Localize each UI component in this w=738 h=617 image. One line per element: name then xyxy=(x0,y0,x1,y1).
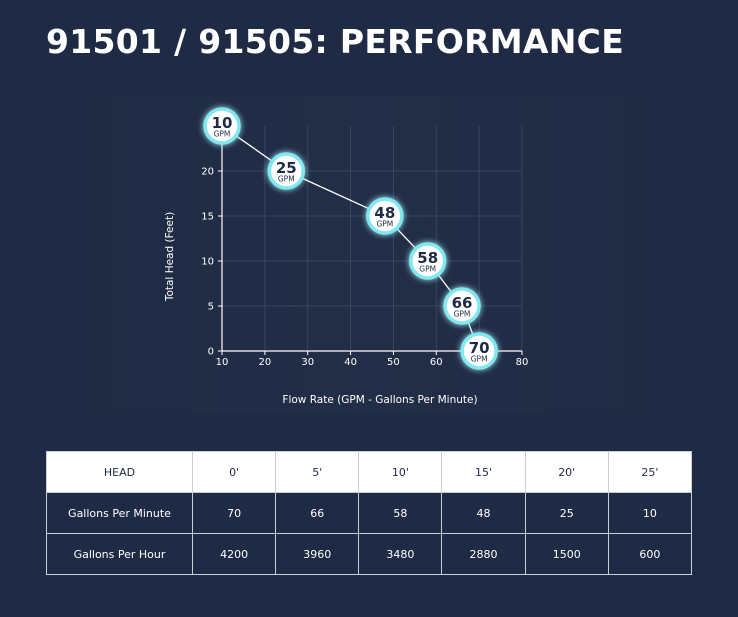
x-tick-label: 10 xyxy=(216,357,229,368)
table-cell: 3960 xyxy=(275,533,360,575)
table-row: Gallons Per Hour 4200 3960 3480 2880 150… xyxy=(46,533,693,575)
data-point-value: 70 xyxy=(469,339,490,357)
page-title: 91501 / 91505: PERFORMANCE xyxy=(46,22,625,61)
table-cell: 10 xyxy=(607,492,693,534)
table-cell: 1500 xyxy=(524,533,609,575)
y-tick-label: 10 xyxy=(201,257,214,268)
x-tick-label: 30 xyxy=(301,357,314,368)
table-row: Gallons Per Minute 70 66 58 48 25 10 xyxy=(46,492,693,534)
data-point-unit: GPM xyxy=(454,310,471,319)
table-cell: 58 xyxy=(358,492,443,534)
table-cell: 70 xyxy=(191,492,277,534)
x-tick-label: 80 xyxy=(516,357,529,368)
data-point-bubble xyxy=(408,242,447,280)
table-cell: 600 xyxy=(607,533,693,575)
header-cell: 5' xyxy=(275,451,360,493)
y-tick-label: 5 xyxy=(208,302,214,313)
data-point-unit: GPM xyxy=(471,355,488,364)
data-point-unit: GPM xyxy=(376,220,393,229)
row-label: Gallons Per Hour xyxy=(46,533,193,575)
x-tick-label: 40 xyxy=(344,357,357,368)
y-tick-label: 0 xyxy=(208,347,214,358)
x-tick-label: 60 xyxy=(430,357,443,368)
header-cell-head: HEAD xyxy=(46,451,193,493)
performance-table: HEAD 0' 5' 10' 15' 20' 25' Gallons Per M… xyxy=(46,451,693,575)
x-axis-label: Flow Rate (GPM - Gallons Per Minute) xyxy=(282,394,477,406)
data-point-value: 25 xyxy=(276,159,297,177)
table-cell: 4200 xyxy=(191,533,277,575)
axes xyxy=(218,116,523,355)
data-point-value: 10 xyxy=(212,114,233,132)
data-point-unit: GPM xyxy=(214,130,231,139)
x-tick-label: 20 xyxy=(258,357,271,368)
data-point-bubble xyxy=(460,332,498,370)
data-point-bubble xyxy=(443,287,481,325)
table-cell: 48 xyxy=(441,492,526,534)
header-cell: 20' xyxy=(524,451,609,493)
data-point-bubble xyxy=(267,152,306,190)
data-point-unit: GPM xyxy=(419,265,436,274)
row-label: Gallons Per Minute xyxy=(46,492,193,534)
table-cell: 2880 xyxy=(441,533,526,575)
performance-chart: 051015201020304050607080 10GPM25GPM48GPM… xyxy=(46,96,692,412)
header-cell: 0' xyxy=(191,451,277,493)
y-axis-label: Total Head (Feet) xyxy=(164,212,176,302)
data-point-bubble xyxy=(366,197,404,235)
y-tick-label: 20 xyxy=(201,167,214,178)
table-header-row: HEAD 0' 5' 10' 15' 20' 25' xyxy=(46,451,693,493)
data-point-bubble xyxy=(203,107,241,145)
data-point-value: 58 xyxy=(417,249,438,267)
table-cell: 66 xyxy=(275,492,360,534)
header-cell: 15' xyxy=(441,451,526,493)
data-point-unit: GPM xyxy=(278,175,295,184)
chart-svg: 051015201020304050607080 10GPM25GPM48GPM… xyxy=(164,107,528,406)
tick-labels: 0 5 10 15 20 10 20 30 40 50 60 70 80 xyxy=(201,167,528,369)
data-point-value: 66 xyxy=(452,294,473,312)
header-cell: 10' xyxy=(358,451,443,493)
x-tick-label: 50 xyxy=(387,357,400,368)
header-cell: 25' xyxy=(607,451,693,493)
y-tick-label: 15 xyxy=(201,212,214,223)
table-cell: 3480 xyxy=(358,533,443,575)
table-cell: 25 xyxy=(524,492,609,534)
data-point-value: 48 xyxy=(374,204,395,222)
